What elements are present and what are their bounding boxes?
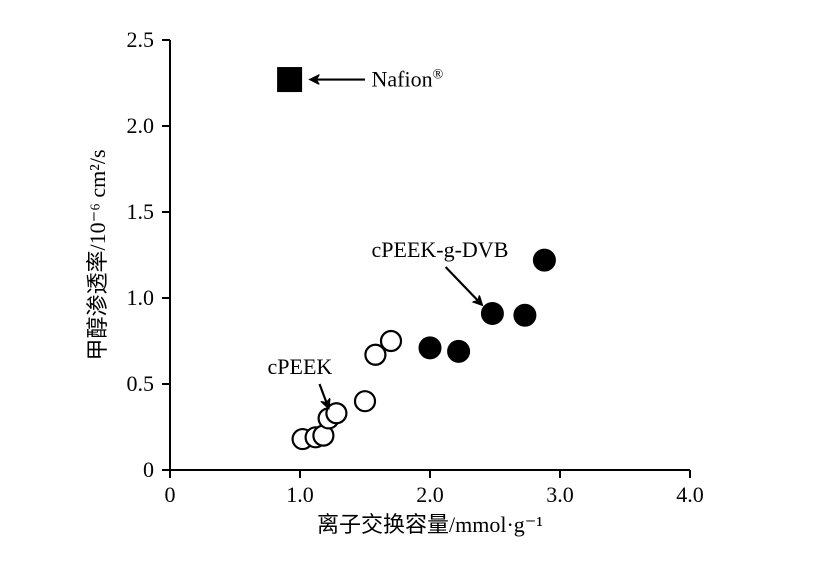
annotation-label: cPEEK bbox=[268, 354, 333, 379]
x-tick-label: 1.0 bbox=[286, 482, 314, 507]
x-tick-label: 4.0 bbox=[676, 482, 704, 507]
annotation-label: cPEEK-g-DVB bbox=[372, 237, 509, 262]
y-tick-label: 0 bbox=[143, 457, 154, 482]
marker-open-circle bbox=[326, 403, 346, 423]
scatter-chart: 0 1.0 2.0 3.0 4.0 离子交换容量/mmol·g⁻¹ 0 0.5 1.0 1.5 2.… bbox=[0, 0, 830, 575]
y-tick-label: 2.5 bbox=[127, 27, 155, 52]
marker-filled-square bbox=[278, 68, 302, 92]
y-tick-label: 0.5 bbox=[127, 371, 155, 396]
y-axis-label: 甲醇渗透率/10⁻⁶ cm²/s bbox=[85, 149, 110, 360]
marker-filled-circle bbox=[448, 340, 470, 362]
x-tick-label: 2.0 bbox=[416, 482, 444, 507]
y-tick-label: 2.0 bbox=[127, 113, 155, 138]
marker-filled-circle bbox=[514, 304, 536, 326]
annotation-label: Nafion® bbox=[372, 67, 444, 92]
annotation-arrow bbox=[446, 267, 482, 305]
marker-filled-circle bbox=[533, 249, 555, 271]
y-tick-label: 1.5 bbox=[127, 199, 155, 224]
x-tick-label: 3.0 bbox=[546, 482, 574, 507]
x-axis-label: 离子交换容量/mmol·g⁻¹ bbox=[317, 512, 543, 537]
marker-filled-circle bbox=[481, 302, 503, 324]
annotation-arrow bbox=[320, 384, 329, 408]
y-tick-label: 1.0 bbox=[127, 285, 155, 310]
marker-filled-circle bbox=[419, 337, 441, 359]
x-tick-label: 0 bbox=[165, 482, 176, 507]
marker-open-circle bbox=[381, 331, 401, 351]
marker-open-circle bbox=[355, 391, 375, 411]
